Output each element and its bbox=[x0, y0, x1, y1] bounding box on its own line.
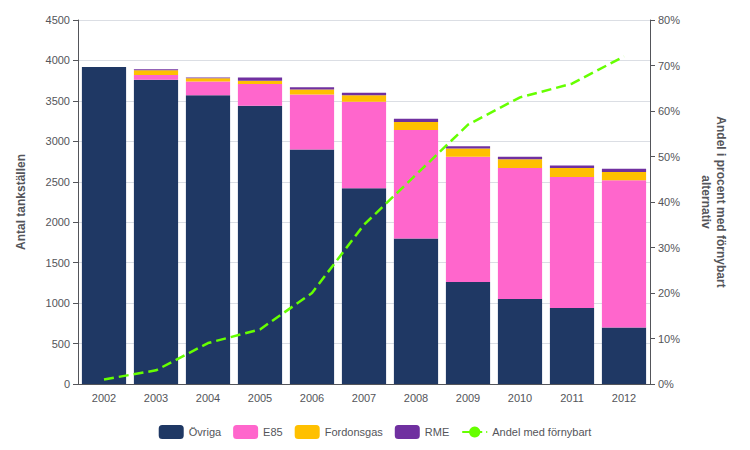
svg-text:Antal tankställen: Antal tankställen bbox=[14, 154, 28, 250]
svg-text:0: 0 bbox=[64, 378, 70, 390]
svg-text:30%: 30% bbox=[658, 242, 680, 254]
svg-text:500: 500 bbox=[52, 338, 70, 350]
svg-text:20%: 20% bbox=[658, 287, 680, 299]
svg-text:2010: 2010 bbox=[508, 392, 532, 404]
svg-text:Andel i procent med förnybart: Andel i procent med förnybart bbox=[714, 116, 728, 287]
svg-text:60%: 60% bbox=[658, 105, 680, 117]
svg-text:2002: 2002 bbox=[92, 392, 116, 404]
svg-text:3000: 3000 bbox=[46, 135, 70, 147]
svg-text:80%: 80% bbox=[658, 14, 680, 26]
svg-text:1500: 1500 bbox=[46, 257, 70, 269]
svg-text:10%: 10% bbox=[658, 333, 680, 345]
svg-text:alternativ: alternativ bbox=[699, 175, 713, 229]
svg-text:2012: 2012 bbox=[612, 392, 636, 404]
svg-text:2003: 2003 bbox=[144, 392, 168, 404]
svg-text:2011: 2011 bbox=[560, 392, 584, 404]
svg-text:2500: 2500 bbox=[46, 176, 70, 188]
svg-text:2007: 2007 bbox=[352, 392, 376, 404]
svg-text:2008: 2008 bbox=[404, 392, 428, 404]
svg-text:2004: 2004 bbox=[196, 392, 220, 404]
svg-text:0%: 0% bbox=[658, 378, 674, 390]
svg-text:40%: 40% bbox=[658, 196, 680, 208]
svg-text:2006: 2006 bbox=[300, 392, 324, 404]
svg-text:Övriga: Övriga bbox=[189, 426, 222, 438]
svg-text:50%: 50% bbox=[658, 151, 680, 163]
svg-text:1000: 1000 bbox=[46, 297, 70, 309]
svg-text:Andel med förnybart: Andel med förnybart bbox=[492, 426, 591, 438]
svg-text:3500: 3500 bbox=[46, 95, 70, 107]
svg-text:Fordonsgas: Fordonsgas bbox=[325, 426, 384, 438]
svg-text:2005: 2005 bbox=[248, 392, 272, 404]
svg-text:2000: 2000 bbox=[46, 216, 70, 228]
svg-text:2009: 2009 bbox=[456, 392, 480, 404]
svg-text:E85: E85 bbox=[263, 426, 283, 438]
svg-text:4500: 4500 bbox=[46, 14, 70, 26]
svg-text:4000: 4000 bbox=[46, 54, 70, 66]
svg-text:RME: RME bbox=[425, 426, 449, 438]
svg-text:70%: 70% bbox=[658, 60, 680, 72]
